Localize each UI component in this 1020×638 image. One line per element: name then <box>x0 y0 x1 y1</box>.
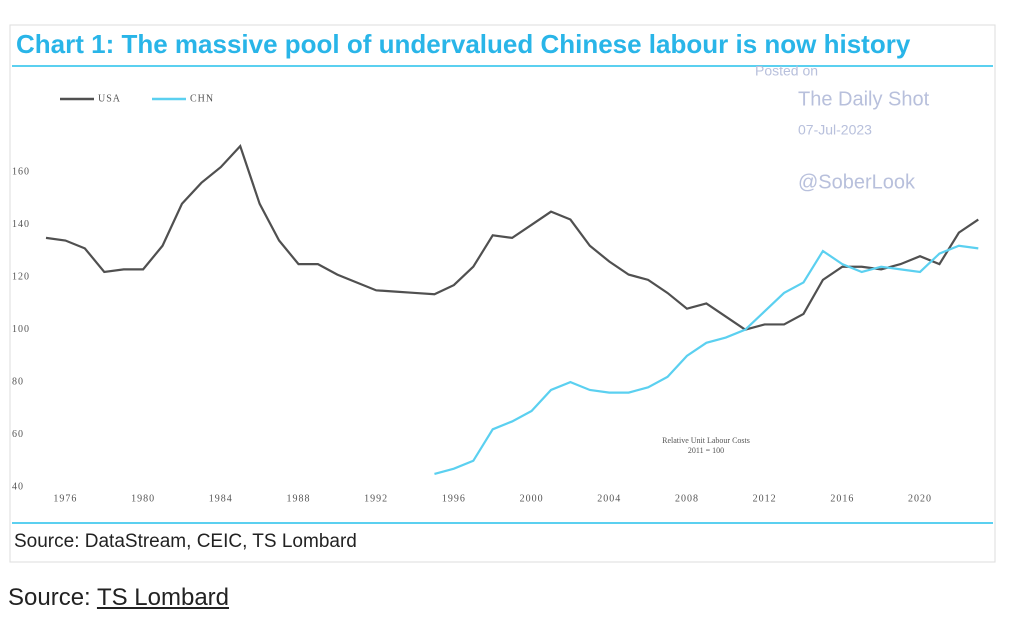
watermark: 07-Jul-2023 <box>798 122 872 138</box>
x-tick-label: 2008 <box>675 493 699 504</box>
chart-title: Chart 1: The massive pool of undervalued… <box>16 29 911 59</box>
line-series <box>45 144 979 331</box>
x-tick-label: 2020 <box>908 493 932 504</box>
footer: Source: TS Lombard <box>8 584 229 612</box>
y-tick-label: 80 <box>12 376 24 387</box>
chart: Chart 1: The massive pool of undervalued… <box>9 24 996 563</box>
watermark: Posted on <box>755 63 818 79</box>
annotation: Relative Unit Labour Costs <box>662 436 750 445</box>
footer-link[interactable]: TS Lombard <box>96 584 230 611</box>
x-tick-label: 2000 <box>520 493 544 504</box>
annotation: 2011 = 100 <box>688 446 724 455</box>
x-tick-label: 2004 <box>597 493 621 504</box>
y-tick-label: 100 <box>12 324 30 335</box>
y-tick-label: 40 <box>12 481 24 492</box>
y-tick-label: 60 <box>12 429 24 440</box>
x-tick-label: 1976 <box>53 493 77 504</box>
x-tick-label: 2012 <box>753 493 777 504</box>
watermark: @SoberLook <box>798 171 916 193</box>
legend-label: USA <box>98 93 121 104</box>
x-tick-label: 1992 <box>364 493 388 504</box>
x-tick-label: 1984 <box>209 493 233 504</box>
source: Source: DataStream, CEIC, TS Lombard <box>14 531 357 552</box>
y-tick-label: 120 <box>12 272 30 283</box>
x-tick-label: 1988 <box>286 493 310 504</box>
y-tick-label: 140 <box>12 219 30 230</box>
line-series <box>434 244 979 475</box>
watermark: The Daily Shot <box>798 88 930 110</box>
x-tick-label: 2016 <box>830 493 854 504</box>
x-tick-label: 1980 <box>131 493 155 504</box>
footer-prefix: Source: <box>8 584 97 611</box>
frame <box>9 24 996 563</box>
y-tick-label: 160 <box>12 167 30 178</box>
x-tick-label: 1996 <box>442 493 466 504</box>
legend-label: CHN <box>190 93 214 104</box>
